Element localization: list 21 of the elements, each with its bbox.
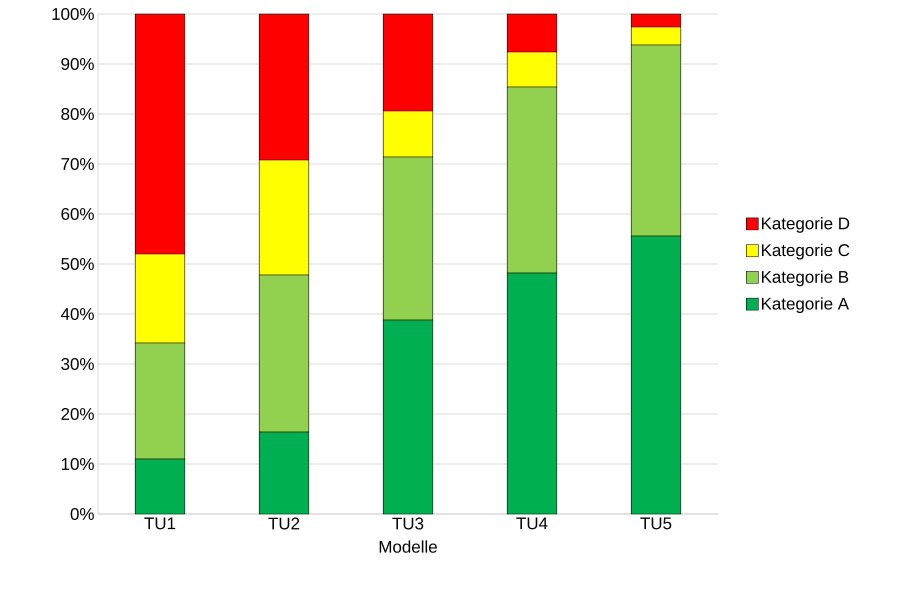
y-tick-label: 40% <box>60 308 94 320</box>
legend-label: Kategorie A <box>762 297 850 314</box>
y-tick-label: 0% <box>70 508 94 520</box>
legend-label: Kategorie C <box>762 244 850 260</box>
y-tick-label: 80% <box>61 108 94 120</box>
y-tick-label: 30% <box>61 358 94 370</box>
y-tick-label: 90% <box>61 58 94 70</box>
y-tick-label: 60% <box>61 208 94 220</box>
y-tick-label: 50% <box>61 258 94 270</box>
x-tick-label: TU2 <box>268 518 300 530</box>
y-tick-label: 100% <box>52 8 94 20</box>
legend-label: Kategorie B <box>762 270 848 286</box>
legend-label: Kategorie D <box>762 216 850 233</box>
y-tick-label: 10% <box>62 458 94 470</box>
x-tick-label: TU5 <box>640 518 672 530</box>
x-tick-label: TU1 <box>144 518 176 530</box>
x-tick-label: TU4 <box>516 518 548 530</box>
x-tick-label: TU3 <box>392 518 424 530</box>
y-tick-label: 20% <box>61 408 94 420</box>
x-axis-title: Modelle <box>380 540 437 553</box>
y-tick-label: 70% <box>61 158 94 170</box>
